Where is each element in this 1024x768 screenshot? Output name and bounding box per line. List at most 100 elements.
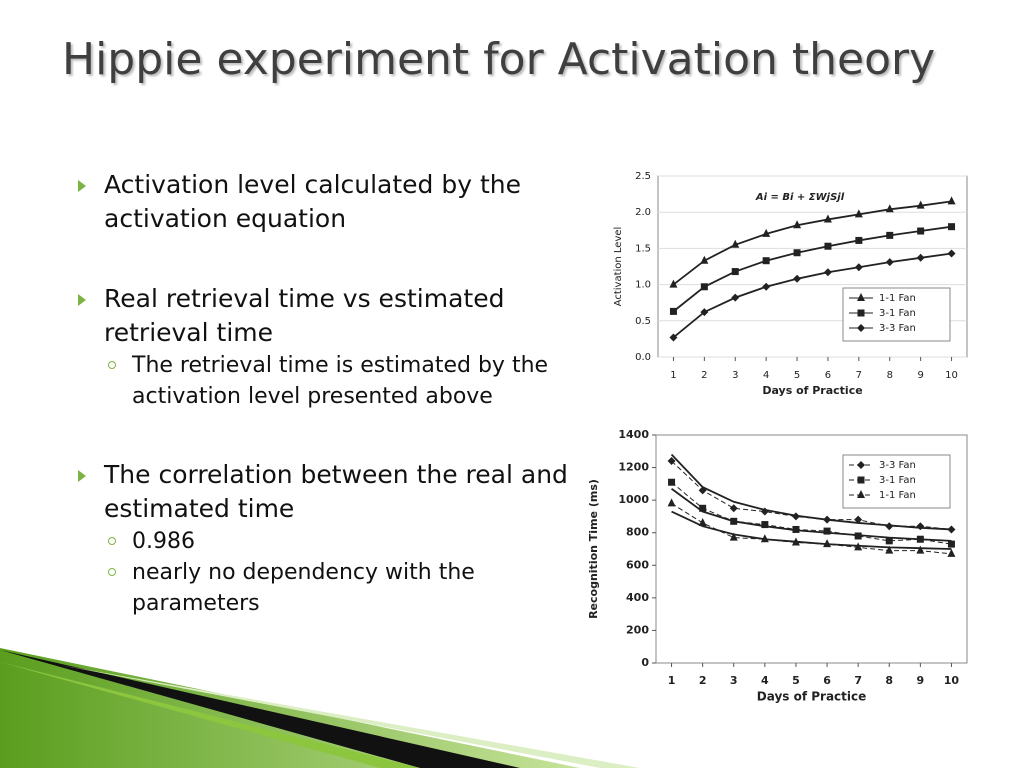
marker [791, 512, 800, 521]
x-tick-label: 9 [917, 674, 925, 687]
marker [916, 545, 925, 554]
x-tick-label: 7 [856, 370, 862, 381]
y-tick-label: 2.0 [635, 207, 651, 218]
marker [824, 242, 832, 250]
marker [823, 527, 831, 535]
marker [948, 223, 956, 231]
x-tick-label: 8 [885, 674, 893, 687]
marker [729, 504, 738, 513]
x-tick-label: 4 [761, 674, 769, 687]
y-tick-label: 200 [626, 623, 649, 636]
x-tick-label: 1 [670, 370, 676, 381]
marker [793, 274, 802, 283]
y-tick-label: 0.5 [635, 316, 651, 327]
marker [667, 457, 676, 466]
x-tick-label: 2 [699, 674, 707, 687]
x-tick-label: 6 [825, 370, 831, 381]
marker [854, 515, 863, 524]
x-tick-label: 2 [701, 370, 707, 381]
marker [885, 258, 894, 267]
marker [857, 309, 865, 317]
marker [916, 253, 925, 262]
marker [885, 545, 894, 554]
y-axis-label: Recognition Time (ms) [587, 479, 600, 619]
x-tick-label: 6 [823, 674, 831, 687]
legend-label: 3-1 Fan [879, 475, 916, 486]
marker [793, 249, 801, 257]
marker [760, 534, 769, 543]
marker [669, 307, 677, 315]
marker [885, 522, 894, 531]
x-tick-label: 9 [917, 370, 923, 381]
x-tick-label: 1 [668, 674, 676, 687]
marker [885, 204, 894, 213]
marker [823, 539, 832, 548]
bullet: Activation level calculated by the activ… [78, 168, 569, 236]
marker [700, 283, 708, 291]
marker [792, 525, 800, 533]
y-tick-label: 1000 [618, 493, 649, 506]
plot-frame [655, 434, 968, 664]
marker [857, 324, 865, 332]
y-tick-label: 1.0 [635, 280, 651, 291]
y-tick-label: 1400 [618, 428, 649, 441]
legend-label: 3-3 Fan [879, 323, 916, 334]
marker [762, 257, 770, 265]
y-tick-label: 800 [626, 526, 649, 539]
series-line [672, 225, 952, 313]
series-line [672, 200, 952, 286]
x-tick-label: 10 [945, 370, 958, 381]
marker [947, 196, 956, 205]
light-stripe [60, 665, 640, 768]
bullet: The correlation between the real and est… [78, 458, 569, 526]
marker [731, 293, 740, 302]
marker [700, 308, 709, 317]
series-line [671, 460, 952, 530]
fit-line [671, 510, 952, 550]
marker [823, 515, 832, 524]
marker [668, 478, 676, 486]
marker [857, 461, 865, 469]
bullet: Real retrieval time vs estimated retriev… [78, 282, 569, 350]
marker [730, 517, 738, 525]
green-stripe [0, 662, 420, 768]
marker [669, 333, 678, 342]
x-axis-label: Days of Practice [757, 690, 867, 704]
marker [857, 476, 865, 484]
marker [731, 268, 739, 276]
series-line [672, 252, 952, 339]
marker [700, 255, 709, 264]
y-axis-label: Activation Level [613, 227, 624, 307]
y-tick-label: 1.5 [635, 243, 651, 254]
marker [762, 282, 771, 291]
marker [698, 517, 707, 526]
marker [854, 542, 863, 551]
y-tick-label: 600 [626, 558, 649, 571]
marker [916, 200, 925, 209]
marker [791, 537, 800, 546]
marker [760, 507, 769, 516]
x-tick-label: 5 [792, 674, 800, 687]
sub-bullet: 0.986 [108, 526, 562, 557]
y-tick-label: 0 [641, 656, 649, 669]
marker [854, 263, 863, 272]
slide-title: Hippie experiment for Activation theory [62, 34, 936, 85]
marker [698, 486, 707, 495]
marker [886, 231, 894, 239]
marker [854, 532, 862, 540]
y-tick-label: 1200 [618, 461, 649, 474]
marker [854, 209, 863, 218]
x-tick-label: 10 [944, 674, 960, 687]
x-tick-label: 3 [730, 674, 738, 687]
sub-bullet: nearly no dependency with the parameters [108, 557, 562, 619]
x-axis-label: Days of Practice [762, 384, 862, 397]
legend-label: 3-1 Fan [879, 308, 916, 319]
annotation: Ai = Bi + ΣWjSjl [755, 192, 845, 203]
marker [917, 227, 925, 235]
marker [916, 522, 925, 531]
marker [793, 220, 802, 229]
marker [823, 268, 832, 277]
marker [916, 535, 924, 543]
